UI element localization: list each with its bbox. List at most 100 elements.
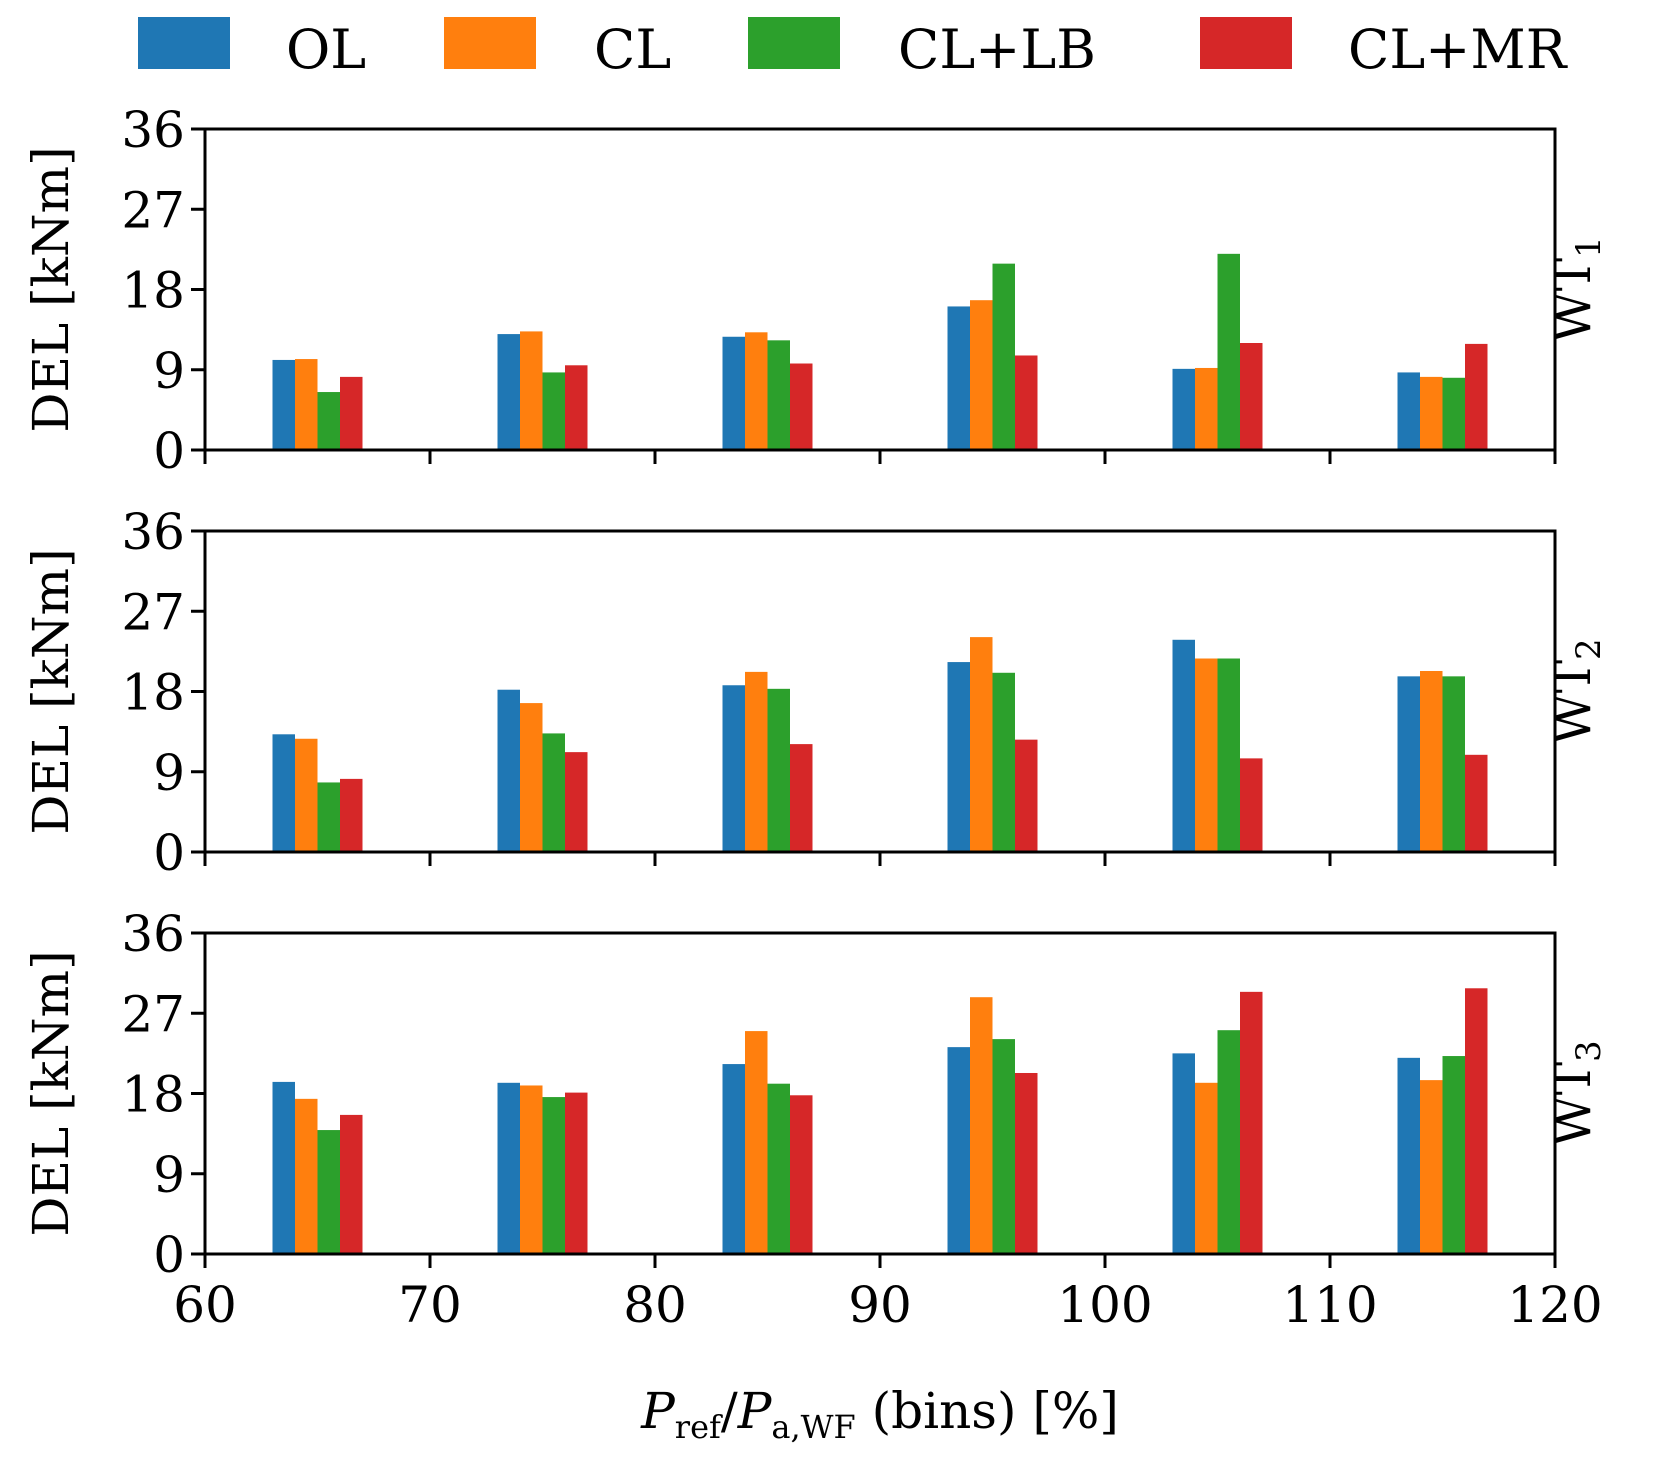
bar: [722, 336, 745, 450]
bar: [542, 1097, 565, 1254]
bar: [520, 1085, 543, 1254]
y-axis-label: DEL [kNm]: [22, 548, 80, 834]
legend-swatch-ol: [138, 17, 230, 69]
x-axis: 60 70 80 90 100 110 120: [173, 1276, 1603, 1334]
y-axis-label: DEL [kNm]: [22, 950, 80, 1236]
bar: [767, 688, 790, 852]
bar: [1420, 1080, 1443, 1254]
bar: [1465, 754, 1488, 852]
legend-swatch-cl-mr: [1200, 17, 1292, 69]
bar: [1195, 1082, 1218, 1254]
bar: [497, 689, 520, 852]
bar: [497, 1082, 520, 1254]
subplot-wt2: 0 9 18 27 36 DEL [kNm] WT2: [22, 503, 1609, 882]
bar: [947, 1047, 970, 1254]
bar: [272, 1081, 295, 1254]
x-tick-label: 100: [1057, 1276, 1152, 1334]
bar: [272, 359, 295, 450]
bar: [947, 306, 970, 450]
bar: [497, 334, 520, 450]
bar: [317, 782, 340, 852]
bar: [340, 1114, 363, 1254]
y-tick-label: 36: [121, 101, 185, 159]
bar: [970, 300, 993, 450]
bar: [745, 332, 768, 450]
plot-frame: [203, 529, 1557, 854]
bar: [317, 392, 340, 450]
bar: [1172, 639, 1195, 852]
legend: OL CL CL+LB CL+MR: [138, 17, 1568, 81]
y-tick-label: 27: [121, 181, 185, 239]
y-tick-label: 27: [121, 985, 185, 1043]
panel-title-sub: 1: [1569, 236, 1609, 258]
y-tick-label: 9: [153, 342, 185, 400]
bar: [947, 662, 970, 852]
y-tick-label: 36: [121, 905, 185, 963]
bar: [1195, 658, 1218, 852]
x-label-slash: /: [721, 1382, 738, 1440]
y-tick-label: 27: [121, 583, 185, 641]
bar: [565, 752, 588, 852]
bar: [722, 685, 745, 852]
bar: [1240, 343, 1263, 450]
bar: [1420, 670, 1443, 852]
bar: [1015, 355, 1038, 450]
bar: [1397, 1057, 1420, 1254]
bar: [1015, 739, 1038, 852]
x-tick-label: 110: [1282, 1276, 1377, 1334]
bar: [767, 340, 790, 450]
legend-swatch-cl-lb: [748, 17, 840, 69]
subplot-wt3: 0 9 18 27 36 DEL [kNm] WT3: [22, 905, 1609, 1284]
bar: [1442, 377, 1465, 450]
bar: [1015, 1072, 1038, 1254]
bar: [317, 1130, 340, 1254]
bar: [1240, 758, 1263, 852]
bar: [767, 1083, 790, 1254]
bar: [565, 365, 588, 450]
bar: [340, 376, 363, 450]
y-tick-label: 18: [121, 664, 185, 722]
panel-title: WT1: [1544, 236, 1609, 342]
x-label-rest: (bins) [%]: [856, 1382, 1119, 1440]
y-tick-label: 0: [153, 422, 185, 480]
bar: [1397, 372, 1420, 450]
panel-title-main: WT: [1544, 1062, 1602, 1147]
bar: [1195, 367, 1218, 450]
plot-frame: [203, 931, 1557, 1256]
y-axis-label: DEL [kNm]: [22, 146, 80, 432]
bar: [790, 1095, 813, 1254]
bar: [992, 1039, 1015, 1254]
bar: [520, 331, 543, 450]
bar: [790, 744, 813, 852]
bar: [745, 1031, 768, 1254]
x-label-sub2: a,WF: [771, 1408, 855, 1446]
bar: [1465, 988, 1488, 1254]
bar: [295, 359, 318, 450]
x-tick-label: 80: [623, 1276, 687, 1334]
x-label-p1: P: [640, 1382, 676, 1440]
plot-frame: [203, 127, 1557, 452]
bar: [1172, 1053, 1195, 1254]
bar: [565, 1092, 588, 1254]
bar: [1172, 368, 1195, 450]
bar: [1240, 991, 1263, 1254]
bar: [1217, 1030, 1240, 1254]
bar: [1397, 676, 1420, 852]
x-tick-label: 90: [848, 1276, 912, 1334]
bar: [295, 1098, 318, 1254]
x-tick-label: 70: [398, 1276, 462, 1334]
subplot-wt1: 0 9 18 27 36 DEL [kNm] WT1: [22, 101, 1609, 480]
x-label-sub1: ref: [675, 1408, 723, 1446]
y-tick-label: 9: [153, 1146, 185, 1204]
x-label-p2: P: [737, 1382, 773, 1440]
legend-label-cl-mr: CL+MR: [1348, 18, 1568, 81]
x-tick-label: 60: [173, 1276, 237, 1334]
bar: [970, 637, 993, 852]
panel-title: WT2: [1544, 638, 1609, 744]
panel-title-main: WT: [1544, 660, 1602, 745]
y-tick-label: 0: [153, 824, 185, 882]
y-tick-label: 18: [121, 262, 185, 320]
panel-title-sub: 3: [1569, 1040, 1609, 1062]
bar: [1217, 253, 1240, 450]
